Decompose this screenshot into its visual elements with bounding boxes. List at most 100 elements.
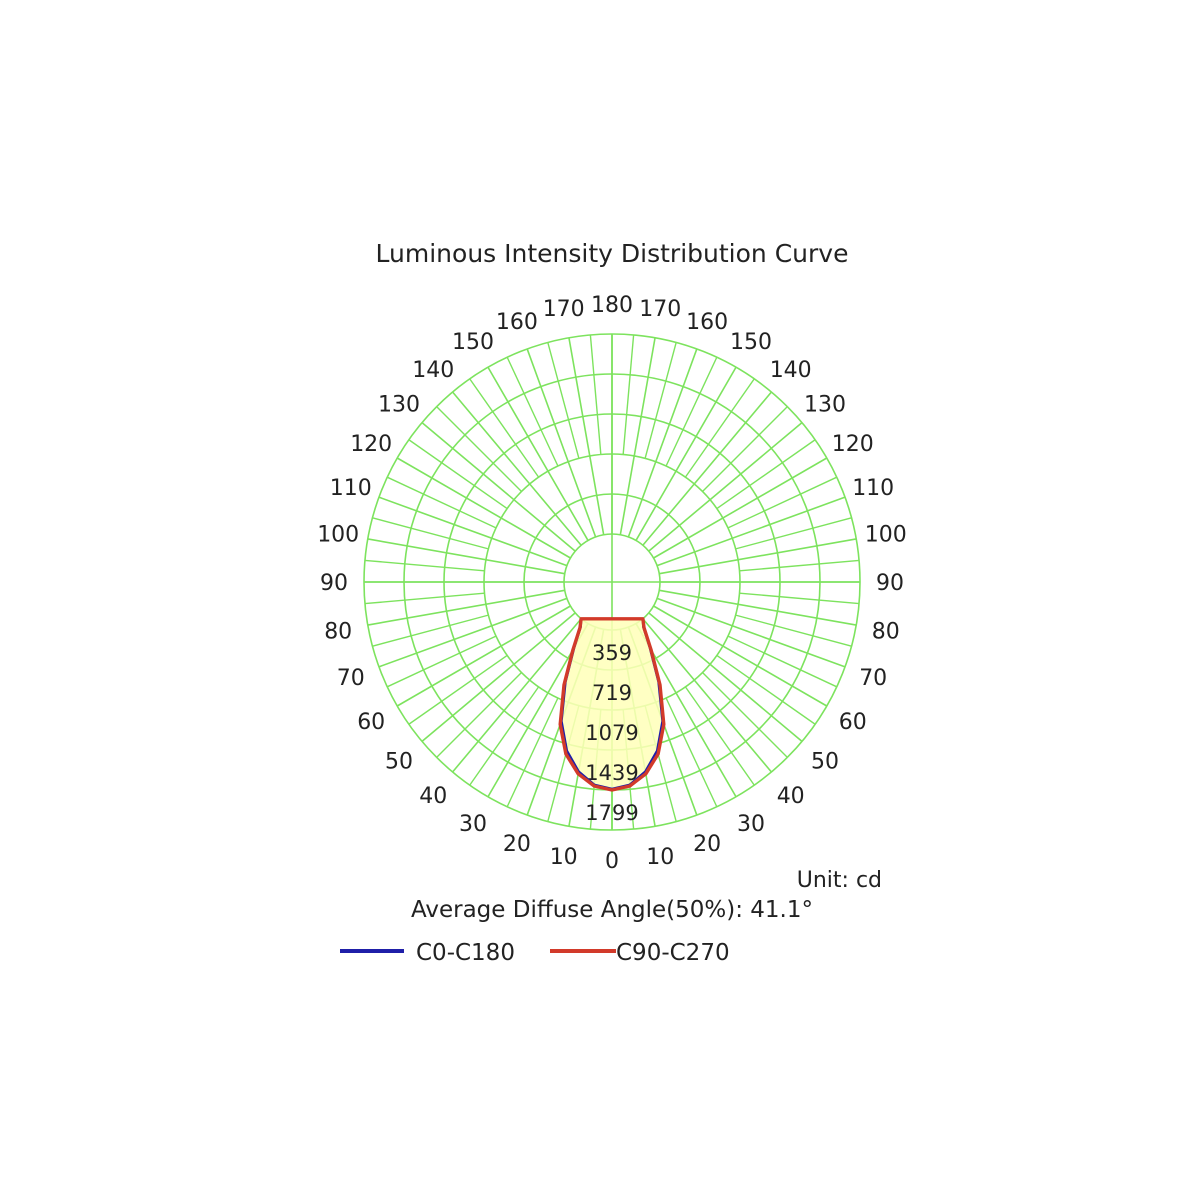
grid-spoke [653, 605, 828, 707]
grid-spoke-minor [506, 356, 559, 467]
angle-tick-label: 90 [876, 571, 904, 596]
grid-spoke [421, 421, 576, 552]
grid-spoke [656, 597, 846, 668]
angle-tick-label: 150 [730, 330, 772, 355]
angle-tick-label: 70 [859, 666, 887, 691]
grid-spoke [627, 348, 698, 538]
angle-tick-label: 30 [737, 812, 765, 837]
legend-label-c90-c270: C90-C270 [616, 940, 730, 966]
grid-spoke [642, 391, 773, 546]
angle-tick-label: 110 [330, 476, 372, 501]
grid-spoke-minor [469, 686, 540, 786]
grid-spoke [487, 366, 589, 541]
radial-tick-label: 1079 [585, 721, 638, 745]
angle-tick-label: 80 [324, 619, 352, 644]
grid-spoke-minor [622, 334, 635, 455]
radial-tick-label: 1439 [585, 761, 638, 785]
series-curve-c90-c270 [558, 617, 666, 792]
angle-tick-label: 120 [832, 432, 874, 457]
grid-spoke [421, 612, 576, 743]
grid-spoke-minor [589, 334, 602, 455]
angle-tick-label: 150 [452, 330, 494, 355]
unit-label: Unit: cd [797, 868, 882, 893]
angle-tick-label: 50 [811, 750, 839, 775]
grid-spoke-minor [702, 672, 788, 758]
grid-spoke-minor [716, 654, 816, 725]
grid-spoke [367, 589, 565, 626]
grid-spoke-minor [372, 517, 489, 550]
angle-tick-label: 160 [686, 310, 728, 335]
grid-spoke-minor [665, 356, 718, 467]
angle-tick-label: 20 [693, 832, 721, 857]
grid-spoke [396, 457, 571, 559]
grid-spoke-minor [727, 476, 838, 529]
radial-tick-label: 359 [592, 641, 632, 665]
grid-spoke [526, 348, 597, 538]
grid-spoke [451, 391, 582, 546]
angle-tick-label: 30 [459, 812, 487, 837]
grid-spoke-minor [386, 635, 497, 688]
angle-tick-label: 120 [350, 432, 392, 457]
angle-tick-label: 170 [543, 297, 585, 322]
grid-spoke-minor [739, 559, 860, 572]
grid-spoke-minor [372, 614, 489, 647]
grid-spoke [659, 538, 857, 575]
grid-spoke-minor [684, 686, 755, 786]
angle-tick-label: 140 [770, 358, 812, 383]
angle-tick-label: 70 [337, 666, 365, 691]
angle-tick-label: 20 [503, 832, 531, 857]
curve-fill [560, 618, 664, 790]
legend-label-c0-c180: C0-C180 [416, 940, 515, 966]
angle-tick-label: 10 [646, 845, 674, 870]
radial-labels: 359 719 1079 1439 1799 [585, 641, 638, 825]
legend: C0-C180 C90-C270 [340, 940, 730, 966]
grid-spoke-minor [436, 672, 522, 758]
grid-spoke-minor [684, 378, 755, 478]
grid-spoke-minor [716, 439, 816, 510]
grid-spoke [396, 605, 571, 707]
grid-spoke [656, 496, 846, 567]
grid-spoke-minor [735, 517, 852, 550]
grid-spoke-minor [386, 476, 497, 529]
angle-tick-label: 100 [317, 523, 359, 548]
grid-spoke [378, 496, 568, 567]
angle-tick-label: 110 [852, 476, 894, 501]
grid-spoke [367, 538, 565, 575]
grid-spoke [378, 597, 568, 668]
grid-spoke-minor [469, 378, 540, 478]
angle-tick-label: 160 [496, 310, 538, 335]
angle-tick-label: 170 [639, 297, 681, 322]
grid-spoke [451, 618, 582, 773]
grid-spoke [568, 337, 605, 535]
grid-spoke [635, 366, 737, 541]
grid-spoke [653, 457, 828, 559]
grid-spoke-minor [364, 559, 485, 572]
angle-tick-label: 0 [605, 849, 619, 874]
angle-tick-label: 180 [591, 293, 633, 318]
angle-tick-label: 90 [320, 571, 348, 596]
grid-spoke-minor [727, 635, 838, 688]
grid-spoke-minor [436, 406, 522, 492]
angle-tick-label: 130 [804, 392, 846, 417]
angle-tick-label: 100 [865, 523, 907, 548]
angle-tick-label: 60 [839, 710, 867, 735]
angle-tick-label: 40 [419, 784, 447, 809]
grid-spoke [648, 612, 803, 743]
angle-tick-label: 10 [550, 845, 578, 870]
grid-spoke-minor [364, 592, 485, 605]
grid-spoke-minor [739, 592, 860, 605]
grid-spoke-minor [408, 654, 508, 725]
curve-fill-area [560, 618, 664, 790]
grid-spoke-minor [506, 697, 559, 808]
grid-spoke-minor [547, 342, 580, 459]
grid-spoke-minor [408, 439, 508, 510]
radial-tick-label: 719 [592, 681, 632, 705]
angle-tick-label: 80 [872, 619, 900, 644]
grid-spoke-minor [665, 697, 718, 808]
grid-spoke-minor [735, 614, 852, 647]
angle-tick-label: 140 [412, 358, 454, 383]
grid-spoke [642, 618, 773, 773]
curve-layer [558, 617, 666, 792]
grid-spoke-minor [644, 342, 677, 459]
